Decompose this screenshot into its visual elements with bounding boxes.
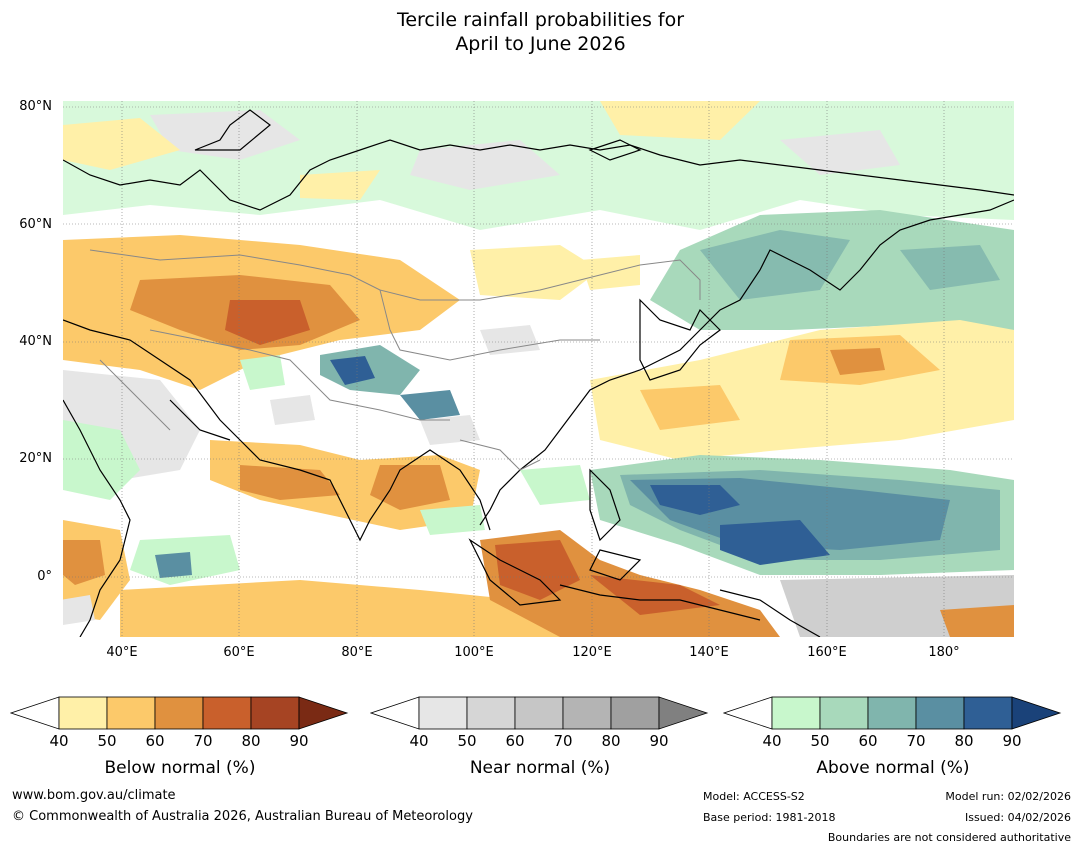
lon-label-60e: 60°E	[223, 645, 255, 660]
region-arabia-green	[63, 420, 140, 500]
colorbar-segment	[867, 696, 917, 730]
lat-label-80n: 80°N	[19, 99, 52, 114]
colorbar-extend-low	[370, 696, 420, 730]
colorbar-segment	[418, 696, 468, 730]
chart-title: Tercile rainfall probabilities for April…	[0, 8, 1081, 56]
cbar-near-tick: 60	[505, 732, 525, 750]
cbar-near-tick: 50	[457, 732, 477, 750]
lon-label-100e: 100°E	[454, 645, 494, 660]
region-himalaya-wet	[400, 390, 460, 420]
colorbar-segment	[154, 696, 204, 730]
cbar-above-tick: 90	[1002, 732, 1022, 750]
region-speckle-green	[240, 355, 590, 535]
colorbar-segment	[514, 696, 564, 730]
cbar-below-tick: 50	[97, 732, 117, 750]
colorbar-segment	[610, 696, 660, 730]
colorbar-segment	[915, 696, 965, 730]
lon-label-40e: 40°E	[106, 645, 138, 660]
region-indonesia-dry2	[495, 540, 720, 615]
region-kaz-dry	[225, 300, 310, 345]
lon-label-120e: 120°E	[572, 645, 612, 660]
lon-label-80e: 80°E	[341, 645, 373, 660]
colorbar-segment	[106, 696, 156, 730]
cbar-near-tick: 80	[601, 732, 621, 750]
cbar-below-tick: 80	[241, 732, 261, 750]
colorbar-extend-high	[658, 696, 709, 730]
lat-label-20n: 20°N	[19, 451, 52, 466]
colorbar-below-normal	[10, 696, 349, 730]
footer-copyright: © Commonwealth of Australia 2026, Austra…	[12, 809, 473, 824]
lon-label-140e: 140°E	[689, 645, 729, 660]
cbar-near-tick: 40	[409, 732, 429, 750]
region-arctic-near	[150, 110, 900, 190]
footer-website: www.bom.gov.au/climate	[12, 788, 176, 803]
footer-base-period: Base period: 1981-2018	[703, 811, 836, 824]
title-line-1: Tercile rainfall probabilities for	[396, 9, 685, 31]
region-arctic-dry	[63, 101, 760, 200]
colorbar-extend-high	[1011, 696, 1062, 730]
region-spac-dry	[940, 605, 1014, 637]
footer-issued: Issued: 04/02/2026	[964, 811, 1071, 824]
colorbar-segment	[562, 696, 612, 730]
colorbar-extend-low	[723, 696, 773, 730]
lon-label-180: 180°	[928, 645, 960, 660]
region-nw-pacific-dry3	[830, 348, 885, 375]
colorbar-extend-low	[10, 696, 60, 730]
region-wpac-wet4	[650, 485, 830, 565]
cbar-near-tick: 70	[553, 732, 573, 750]
cbar-below-tick: 60	[145, 732, 165, 750]
cbar-below-tick: 40	[49, 732, 69, 750]
region-east-africa-dry2	[63, 540, 105, 585]
colorbar-segment	[250, 696, 300, 730]
coastlines	[63, 109, 1014, 637]
lat-label-40n: 40°N	[19, 334, 52, 349]
region-tibet-wet-core	[330, 356, 375, 385]
lat-label-0: 0°	[37, 569, 52, 584]
cbar-above-tick: 40	[762, 732, 782, 750]
rainfall-probability-map	[63, 101, 1014, 637]
colorbar-segment	[963, 696, 1013, 730]
colorbar-above-normal	[723, 696, 1062, 730]
colorbar-segment	[466, 696, 516, 730]
lon-label-160e: 160°E	[807, 645, 847, 660]
cbar-above-title: Above normal (%)	[816, 758, 970, 778]
cbar-above-tick: 80	[954, 732, 974, 750]
cbar-near-title: Near normal (%)	[469, 758, 611, 778]
country-borders	[89, 249, 701, 471]
colorbar-segment	[202, 696, 252, 730]
region-io-wet2	[155, 552, 192, 578]
footer-disclaimer: Boundaries are not considered authoritat…	[827, 831, 1071, 844]
cbar-below-tick: 90	[289, 732, 309, 750]
cbar-below-tick: 70	[193, 732, 213, 750]
title-line-2: April to June 2026	[455, 33, 626, 55]
map-gridlines	[63, 101, 1014, 637]
cbar-above-tick: 60	[858, 732, 878, 750]
footer-model-run: Model run: 02/02/2026	[945, 790, 1071, 803]
region-sio-dry	[120, 580, 560, 637]
colorbar-segment	[58, 696, 108, 730]
cbar-above-tick: 70	[906, 732, 926, 750]
colorbar-extend-high	[298, 696, 349, 730]
colorbar-segment	[771, 696, 821, 730]
region-ne-asia-wet2	[700, 230, 1000, 300]
cbar-above-tick: 50	[810, 732, 830, 750]
cbar-below-title: Below normal (%)	[104, 758, 256, 778]
cbar-near-tick: 90	[649, 732, 669, 750]
lat-label-60n: 60°N	[19, 217, 52, 232]
footer-model: Model: ACCESS-S2	[703, 790, 805, 803]
region-mongolia-dry	[470, 245, 640, 300]
colorbar-near-normal	[370, 696, 709, 730]
colorbar-segment	[819, 696, 869, 730]
